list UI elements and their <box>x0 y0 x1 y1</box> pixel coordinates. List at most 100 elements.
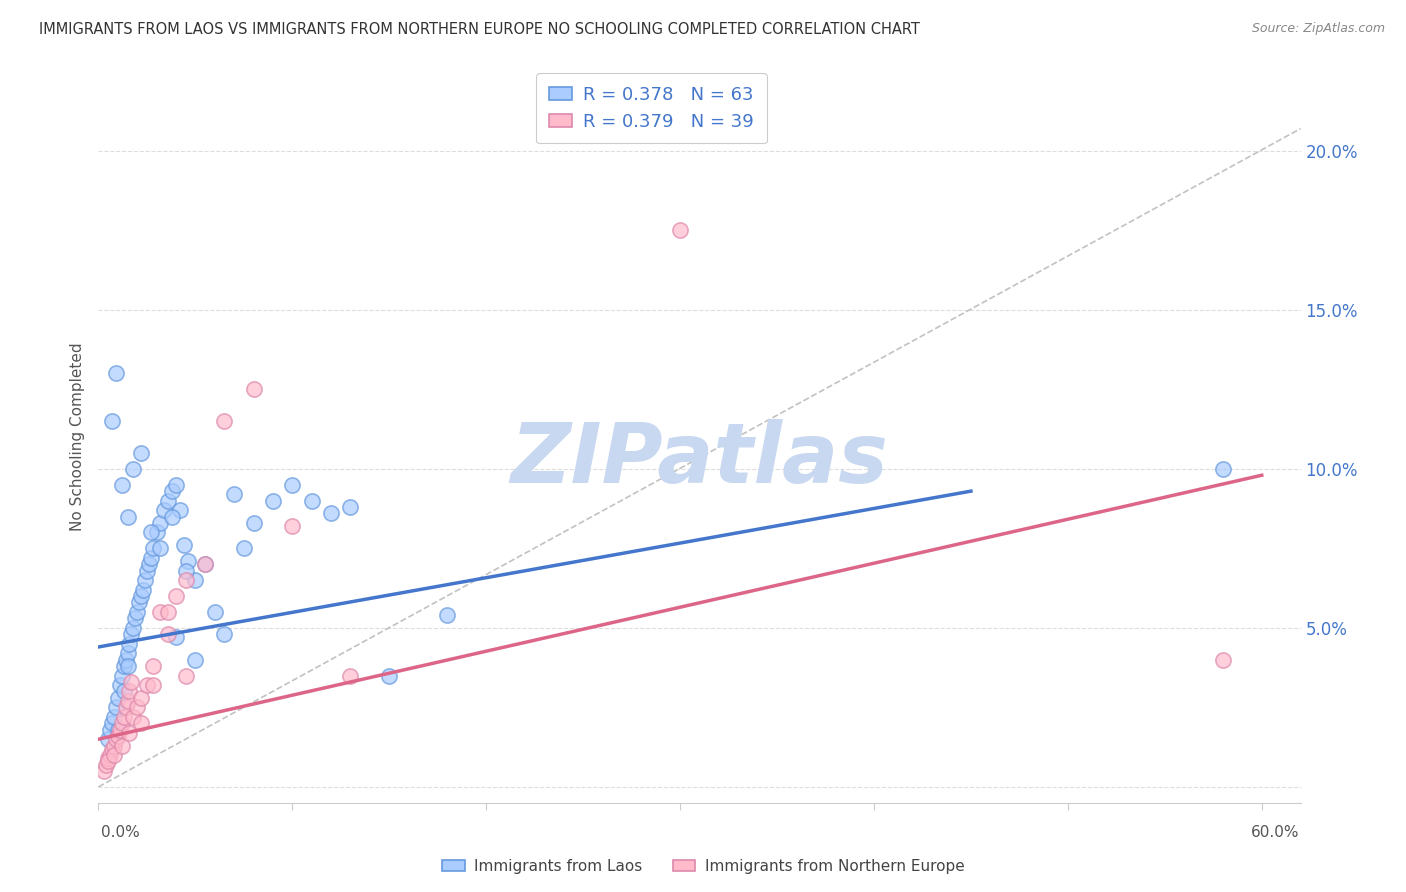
Text: 0.0%: 0.0% <box>101 825 141 839</box>
Point <box>176 554 198 568</box>
Point <box>281 519 304 533</box>
Point <box>1212 653 1234 667</box>
Point <box>103 710 125 724</box>
Point <box>101 741 124 756</box>
Point <box>122 462 145 476</box>
Point <box>117 694 139 708</box>
Point <box>104 732 127 747</box>
Point <box>301 493 323 508</box>
Point <box>242 516 264 530</box>
Point <box>98 748 121 763</box>
Point <box>142 541 165 556</box>
Point <box>111 739 134 753</box>
Point <box>139 525 162 540</box>
Point <box>174 564 197 578</box>
Point <box>101 414 124 428</box>
Text: ZIPatlas: ZIPatlas <box>510 418 889 500</box>
Point <box>157 605 180 619</box>
Point <box>114 700 136 714</box>
Point <box>142 678 165 692</box>
Point <box>118 684 141 698</box>
Point <box>319 507 342 521</box>
Point <box>120 675 142 690</box>
Point <box>122 621 145 635</box>
Text: IMMIGRANTS FROM LAOS VS IMMIGRANTS FROM NORTHERN EUROPE NO SCHOOLING COMPLETED C: IMMIGRANTS FROM LAOS VS IMMIGRANTS FROM … <box>39 22 921 37</box>
Point <box>214 627 236 641</box>
Text: Source: ZipAtlas.com: Source: ZipAtlas.com <box>1251 22 1385 36</box>
Point <box>1212 462 1234 476</box>
Point <box>174 573 197 587</box>
Point <box>194 558 217 572</box>
Point <box>114 653 136 667</box>
Point <box>117 659 139 673</box>
Point <box>111 477 134 491</box>
Point <box>132 582 155 597</box>
Point <box>118 637 141 651</box>
Point <box>124 611 146 625</box>
Point <box>111 668 134 682</box>
Point <box>184 573 207 587</box>
Point <box>242 383 264 397</box>
Point <box>153 503 176 517</box>
Point <box>107 723 129 737</box>
Point <box>262 493 284 508</box>
Point <box>93 764 115 778</box>
Point <box>129 690 152 705</box>
Point <box>122 710 145 724</box>
Point <box>214 414 236 428</box>
Point <box>281 477 304 491</box>
Point <box>142 659 165 673</box>
Point <box>149 541 172 556</box>
Point <box>129 446 152 460</box>
Point <box>149 516 172 530</box>
Point <box>112 684 135 698</box>
Point <box>107 729 129 743</box>
Point <box>135 678 157 692</box>
Point <box>127 605 149 619</box>
Point <box>98 723 121 737</box>
Point <box>129 589 152 603</box>
Point <box>97 732 120 747</box>
Point <box>378 668 401 682</box>
Point <box>669 223 692 237</box>
Point <box>108 678 131 692</box>
Legend: R = 0.378   N = 63, R = 0.379   N = 39: R = 0.378 N = 63, R = 0.379 N = 39 <box>536 73 766 144</box>
Point <box>129 716 152 731</box>
Point <box>157 493 180 508</box>
Point <box>169 503 191 517</box>
Point <box>103 748 125 763</box>
Point <box>103 739 125 753</box>
Point <box>160 484 183 499</box>
Point <box>118 726 141 740</box>
Point <box>173 538 195 552</box>
Point <box>117 509 139 524</box>
Point <box>135 564 157 578</box>
Point <box>204 605 226 619</box>
Point <box>97 755 120 769</box>
Point <box>149 605 172 619</box>
Point <box>111 716 134 731</box>
Point <box>145 525 167 540</box>
Point <box>436 608 458 623</box>
Point <box>112 659 135 673</box>
Point <box>160 509 183 524</box>
Point <box>165 477 187 491</box>
Point <box>117 646 139 660</box>
Point <box>174 668 197 682</box>
Text: 60.0%: 60.0% <box>1251 825 1299 839</box>
Point <box>104 367 127 381</box>
Point <box>339 500 361 514</box>
Point <box>138 558 160 572</box>
Point <box>101 716 124 731</box>
Point <box>157 627 180 641</box>
Point <box>97 751 120 765</box>
Point <box>96 757 118 772</box>
Point <box>134 573 156 587</box>
Point <box>127 700 149 714</box>
Point <box>112 710 135 724</box>
Point <box>108 723 131 737</box>
Point <box>232 541 254 556</box>
Y-axis label: No Schooling Completed: No Schooling Completed <box>69 343 84 532</box>
Point <box>194 558 217 572</box>
Point <box>224 487 246 501</box>
